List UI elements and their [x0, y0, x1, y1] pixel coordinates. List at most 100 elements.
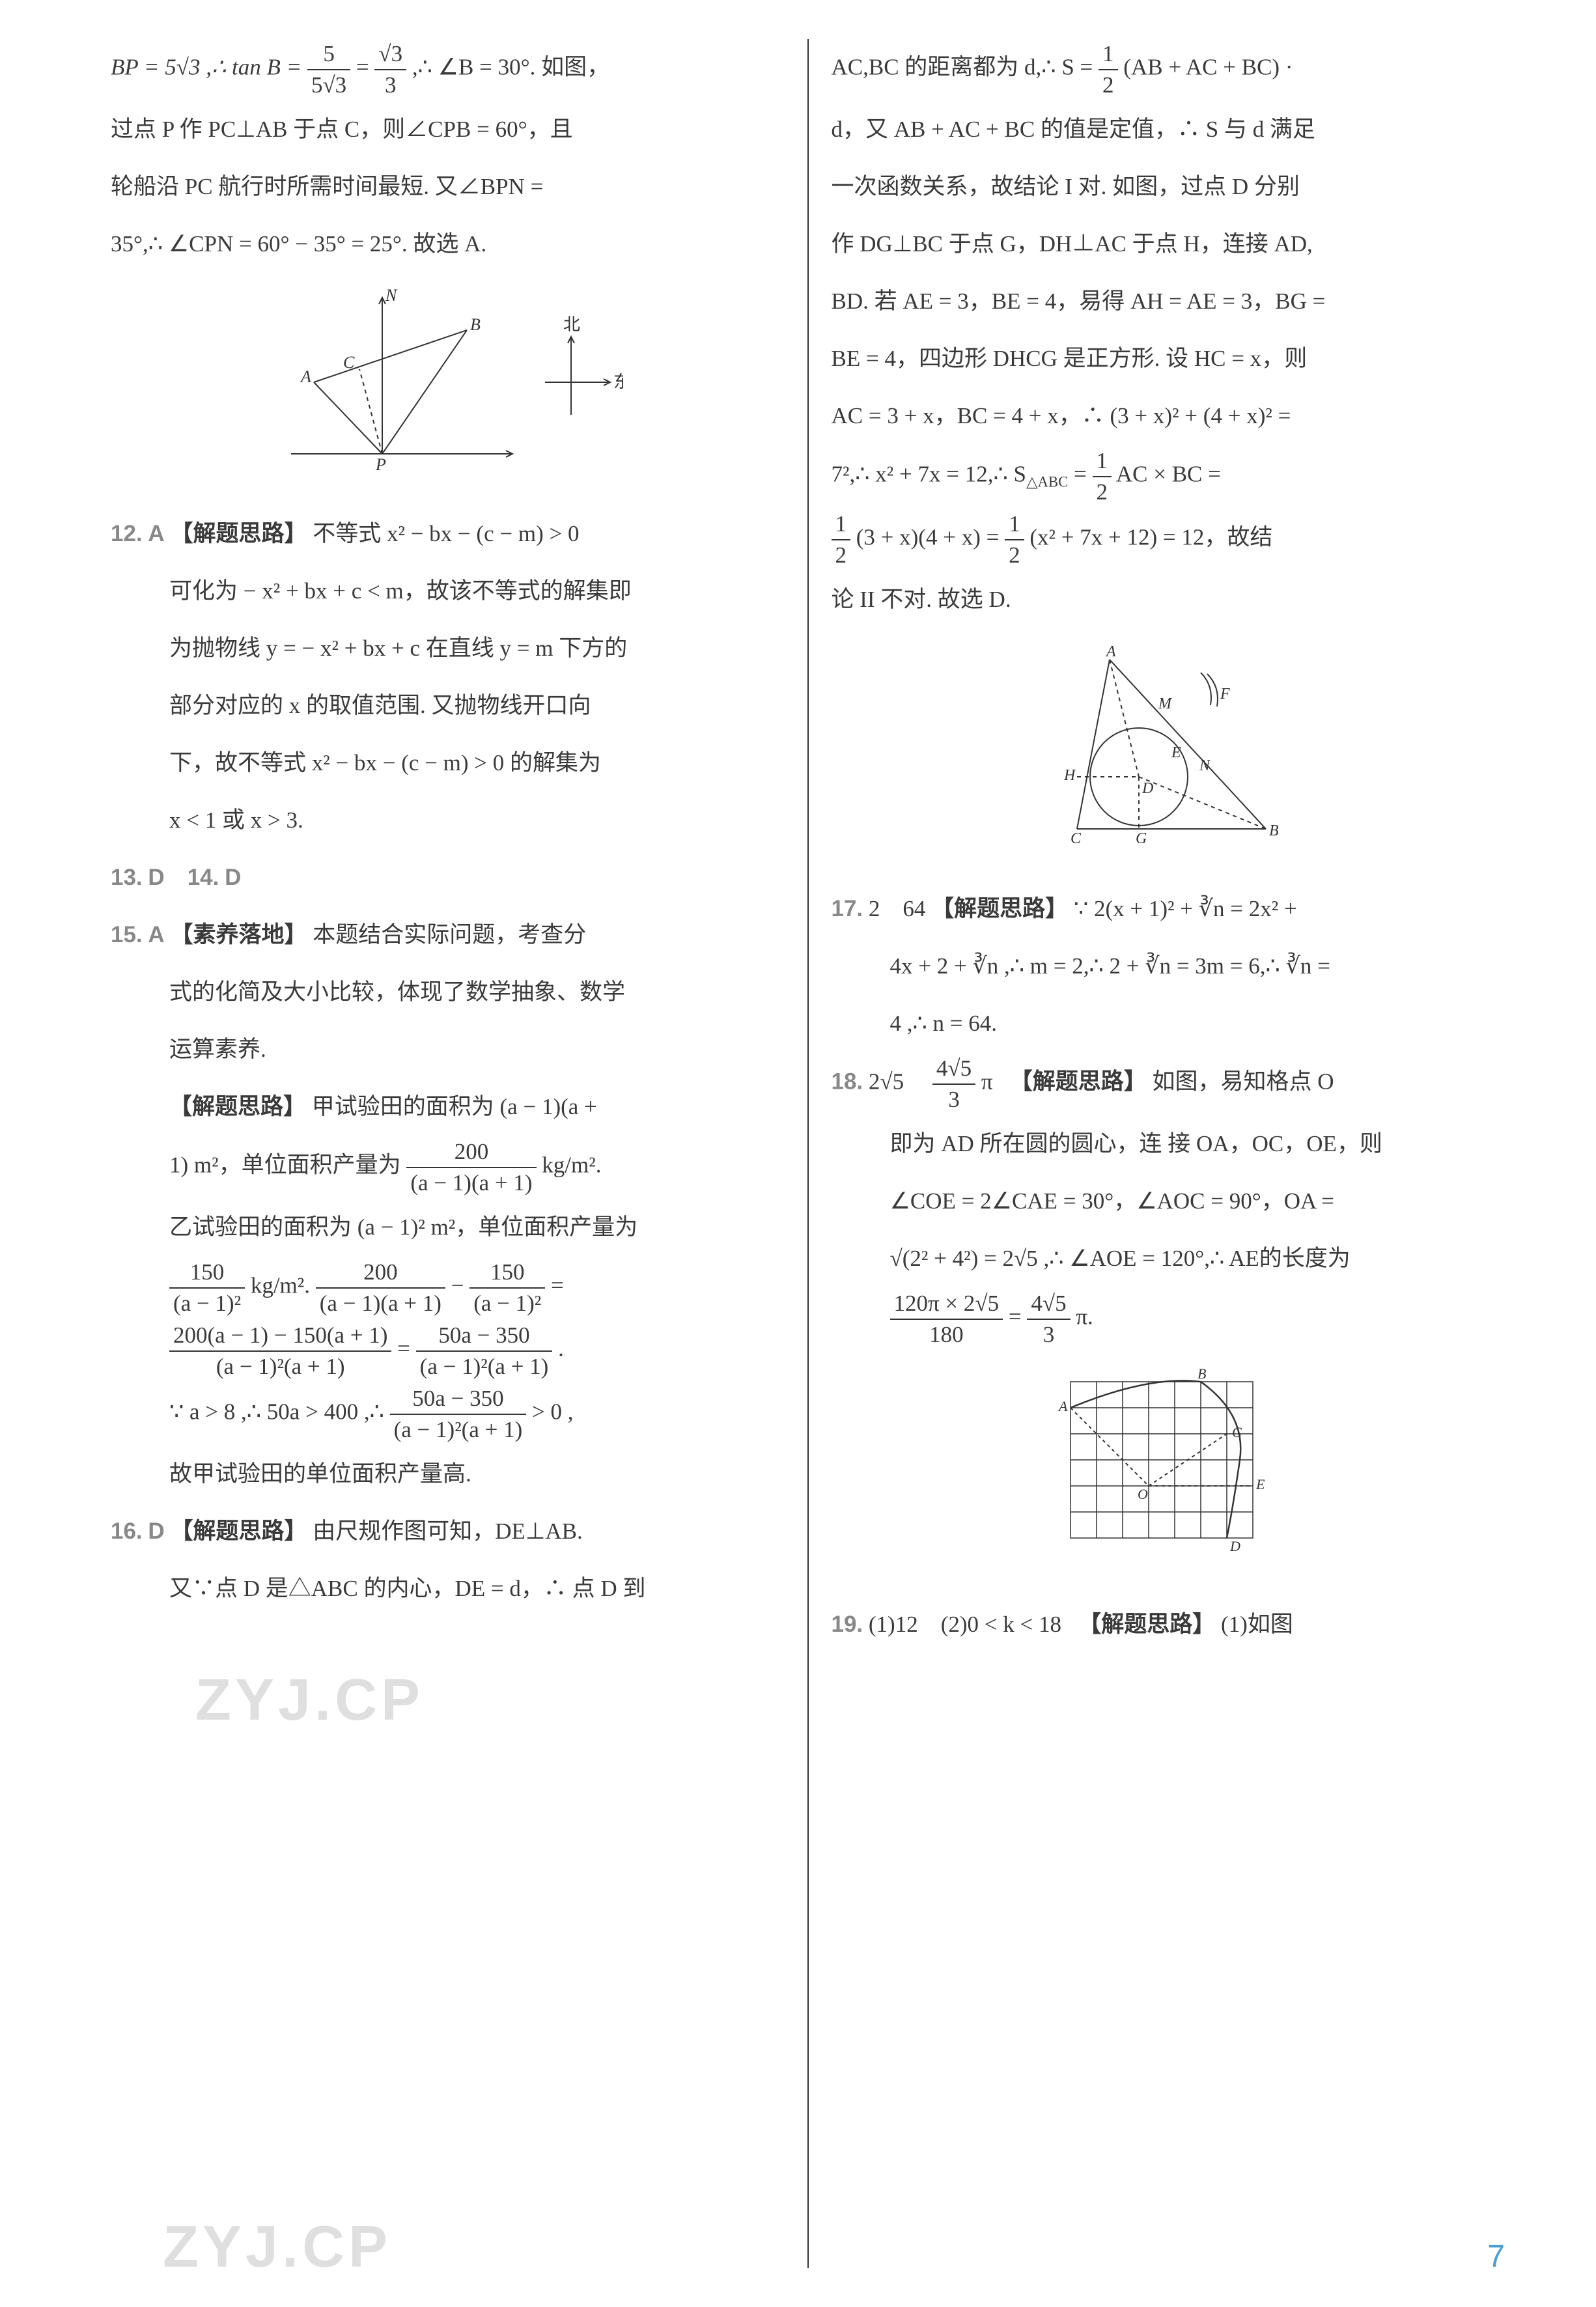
label-M: M [1158, 695, 1173, 712]
numerator: 1 [1093, 446, 1112, 477]
p17-l2: 4x + 2 + ∛n ,∴ m = 2,∴ 2 + ∛n = 3m = 6,∴… [832, 939, 1505, 994]
p15: 15. A 【素养落地】 本题结合实际问题，考查分 [111, 908, 785, 962]
fraction: 150 (a − 1)² [469, 1257, 545, 1318]
answer: D [148, 865, 164, 890]
fraction: 50a − 350 (a − 1)²(a + 1) [390, 1384, 527, 1444]
label-B: B [1197, 1365, 1206, 1382]
text: (3 + x)(4 + x) = [856, 525, 1005, 550]
label-E: E [1171, 744, 1181, 761]
p15-l6: 乙试验田的面积为 (a − 1)² m²，单位面积产量为 [111, 1200, 785, 1255]
answer: D [148, 1518, 164, 1544]
denominator: 3 [1027, 1320, 1070, 1350]
equals: = [1009, 1304, 1028, 1330]
denominator: (a − 1)² [469, 1289, 545, 1319]
numerator: 1 [1099, 39, 1118, 70]
diagram-triangle-svg: N B C A P 北 东 [272, 285, 623, 473]
diagram-incircle-svg: A M F E N H D C G B [1044, 640, 1292, 848]
label-north: 北 [563, 315, 580, 334]
label-A: A [300, 367, 311, 386]
page-number: 7 [1487, 2239, 1505, 2274]
text: 不等式 x² − bx − (c − m) > 0 [313, 521, 579, 546]
fraction: 200 (a − 1)(a + 1) [406, 1137, 536, 1197]
fraction: 200(a − 1) − 150(a + 1) (a − 1)²(a + 1) [169, 1321, 391, 1381]
label-E: E [1255, 1476, 1265, 1492]
answer: (1)12 (2)0 < k < 18 [869, 1612, 1061, 1637]
text: ∵ a > 8 ,∴ 50a > 400 ,∴ [169, 1399, 390, 1425]
p12: 12. A 【解题思路】 不等式 x² − bx − (c − m) > 0 [111, 507, 785, 561]
numerator: 150 [169, 1257, 245, 1289]
p17-l3: 4 ,∴ n = 64. [832, 996, 1505, 1051]
denominator: 2 [1099, 70, 1118, 100]
problem-number: 13. [111, 865, 143, 890]
fraction: 1 2 [832, 509, 851, 570]
label-N: N [1199, 757, 1211, 774]
text: = [1074, 462, 1093, 487]
text: (1)如图 [1221, 1612, 1293, 1637]
fraction: √3 3 [374, 39, 406, 100]
text: kg/m². [542, 1153, 601, 1178]
figure-3: A B C O E D [832, 1362, 1505, 1584]
p18: 18. 2√5 4√5 3 π 【解题思路】 如图，易知格点 O [832, 1054, 1505, 1114]
label-B: B [470, 315, 481, 334]
numerator: 5 [307, 39, 350, 70]
dot: . [558, 1336, 564, 1362]
numerator: 4√5 [932, 1054, 975, 1085]
p15-l2: 式的化简及大小比较，体现了数学抽象、数学 [111, 965, 785, 1020]
label-N: N [385, 286, 398, 305]
label-east: 东 [613, 372, 623, 391]
p17: 17. 2 64 【解题思路】 ∵ 2(x + 1)² + ∛n = 2x² + [832, 882, 1505, 936]
problem-number: 19. [832, 1612, 863, 1637]
text: ∵ 2(x + 1)² + ∛n = 2x² + [1074, 896, 1297, 921]
equals: = [397, 1336, 416, 1362]
label-A: A [1105, 643, 1116, 660]
p16: 16. D 【解题思路】 由尺规作图可知，DE⊥AB. [111, 1504, 785, 1559]
p15-l7: 150 (a − 1)² kg/m². 200 (a − 1)(a + 1) −… [111, 1257, 785, 1318]
p12-l2: 可化为 − x² + bx + c < m，故该不等式的解集即 [111, 564, 785, 619]
denominator: (a − 1)²(a + 1) [169, 1352, 391, 1382]
label-C: C [343, 353, 355, 372]
fraction: 120π × 2√5 180 [890, 1289, 1003, 1349]
p16-r9: 1 2 (3 + x)(4 + x) = 1 2 (x² + 7x + 12) … [832, 509, 1505, 570]
numerator: 200 [406, 1137, 536, 1168]
p12-l5: 下，故不等式 x² − bx − (c − m) > 0 的解集为 [111, 736, 785, 790]
equals: = [551, 1273, 564, 1298]
fraction: 4√5 3 [932, 1054, 975, 1114]
denominator: (a − 1)² [169, 1289, 245, 1319]
problem-number: 17. [832, 896, 863, 921]
text: (AB + AC + BC) · [1123, 55, 1293, 80]
p16-r7: AC = 3 + x，BC = 4 + x，∴ (3 + x)² + (4 + … [832, 389, 1505, 443]
problem-number: 18. [832, 1069, 863, 1095]
numerator: 200(a − 1) − 150(a + 1) [169, 1321, 391, 1352]
text: > 0 , [532, 1399, 574, 1425]
numerator: 1 [1005, 509, 1024, 540]
p16-r3: 一次函数关系，故结论 I 对. 如图，过点 D 分别 [832, 160, 1505, 214]
equals: = [356, 55, 375, 80]
p15-conclusion: 故甲试验田的单位面积产量高. [111, 1447, 785, 1502]
numerator: 150 [469, 1257, 545, 1289]
p12-l6: x < 1 或 x > 3. [111, 793, 785, 848]
answer: 2 64 [869, 896, 926, 921]
answer-b: π [981, 1069, 993, 1095]
text: 如图，易知格点 O [1153, 1069, 1334, 1095]
label-H: H [1063, 767, 1076, 784]
p18-l5: 120π × 2√5 180 = 4√5 3 π. [832, 1289, 1505, 1349]
label-C: C [1232, 1424, 1242, 1440]
denominator: (a − 1)(a + 1) [316, 1289, 445, 1319]
text: 本题结合实际问题，考查分 [313, 922, 586, 947]
tag-label: 【解题思路】 [931, 896, 1068, 921]
numerator: 4√5 [1027, 1289, 1070, 1320]
text: ,∴ ∠B = 30°. 如图， [412, 55, 609, 80]
problem-number: 12. [111, 521, 143, 546]
denominator: 2 [1005, 540, 1024, 570]
label-D: D [1229, 1538, 1240, 1554]
label-P: P [375, 455, 386, 473]
fraction: 4√5 3 [1027, 1289, 1070, 1349]
p16-r5: BD. 若 AE = 3，BE = 4，易得 AH = AE = 3，BG = [832, 274, 1505, 329]
p15-l8: 200(a − 1) − 150(a + 1) (a − 1)²(a + 1) … [111, 1321, 785, 1381]
text: AC × BC = [1116, 462, 1221, 487]
p11-line4: 35°,∴ ∠CPN = 60° − 35° = 25°. 故选 A. [111, 217, 785, 272]
tag-label: 【解题思路】 [169, 1094, 306, 1119]
answer-a: 2√5 [869, 1069, 927, 1095]
denominator: (a − 1)(a + 1) [406, 1168, 536, 1198]
p15-l5: 1) m²，单位面积产量为 200 (a − 1)(a + 1) kg/m². [111, 1137, 785, 1197]
